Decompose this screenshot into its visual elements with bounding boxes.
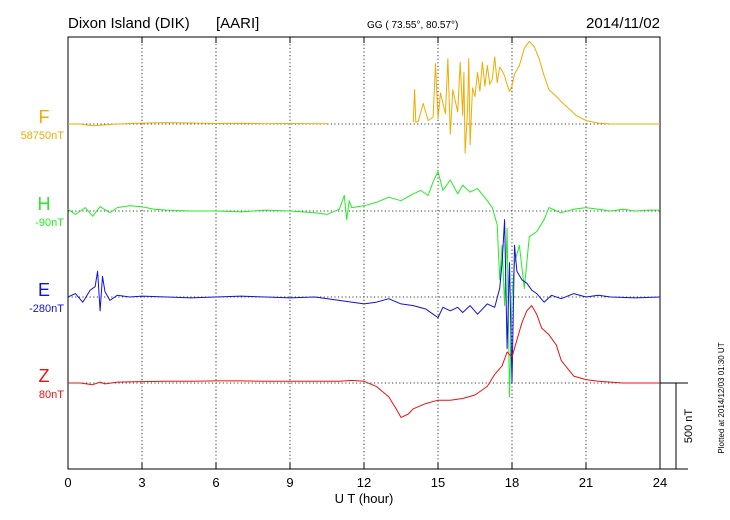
plotted-at-label: Plotted at 2014/12/03 01:30 UT [717,342,726,453]
tick-label-21: 21 [579,475,593,490]
station-title: Dixon Island (DIK) [68,15,190,32]
trace-E [67,219,661,384]
component-H-baseline-label: -90nT [35,217,64,229]
vertical-gridlines [141,37,587,469]
trace-H-segment-0 [67,170,660,398]
component-E-letter: E [38,280,50,300]
component-Z-letter: Z [39,366,50,386]
tick-label-9: 9 [286,475,293,490]
trace-F-segment-1 [412,40,660,154]
trace-F [68,40,660,154]
tick-label-18: 18 [505,475,519,490]
scale-bar-label: 500 nT [683,409,695,444]
x-axis-ticks [67,37,661,469]
tick-label-3: 3 [138,475,145,490]
component-traces [67,40,661,418]
component-F-baseline-label: 58750nT [21,130,65,142]
coords-label: GG ( 73.55°, 80.57°) [367,20,458,31]
trace-H [67,170,660,398]
component-labels: F 58750nT H -90nT E -280nT Z 80nT [21,107,65,401]
trace-Z [68,305,660,418]
component-E-baseline-label: -280nT [29,303,64,315]
trace-E-segment-0 [67,219,661,384]
tick-label-24: 24 [653,475,667,490]
scale-bar: 500 nT [660,382,695,470]
component-F-letter: F [39,107,50,127]
trace-F-segment-0 [68,122,327,127]
component-H-letter: H [38,194,51,214]
tick-label-15: 15 [431,475,445,490]
tick-label-6: 6 [212,475,219,490]
tick-label-0: 0 [64,475,71,490]
x-axis-title: U T (hour) [335,491,394,506]
tick-label-12: 12 [357,475,371,490]
institute-label: [AARI] [216,15,259,32]
trace-Z-segment-0 [68,305,660,418]
baseline-gridlines [68,123,660,384]
x-axis-tick-labels: 0 3 6 9 12 15 18 21 24 [64,475,667,490]
component-Z-baseline-label: 80nT [39,389,64,401]
date-label: 2014/11/02 [586,15,660,32]
